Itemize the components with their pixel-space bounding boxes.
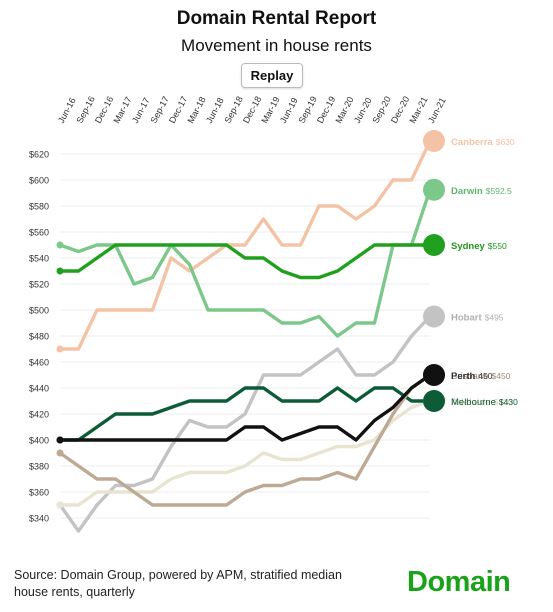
series-end-marker-hobart xyxy=(423,305,445,328)
y-tick-label: $600 xyxy=(29,176,49,186)
series-end-value: $495 xyxy=(485,313,504,323)
series-end-label-hobart: Hobart $495 xyxy=(451,313,504,324)
series-name: Canberra xyxy=(451,137,493,148)
series-name: Hobart xyxy=(451,313,482,324)
series-end-value: 450 xyxy=(478,371,492,381)
chart-title: Domain Rental Report xyxy=(176,8,377,29)
series-end-marker-perth xyxy=(423,364,445,386)
series-end-label-sydney: Sydney $550 xyxy=(451,241,507,252)
y-tick-label: $420 xyxy=(29,410,49,420)
line-chart: Jun-16Sep-16Dec-16Mar-17Jun-17Sep-17Dec-… xyxy=(29,95,518,533)
series-end-value: $550 xyxy=(488,241,507,251)
x-axis-ticks: Jun-16Sep-16Dec-16Mar-17Jun-17Sep-17Dec-… xyxy=(56,95,448,125)
series-end-marker-darwin xyxy=(423,178,445,201)
series-start-point xyxy=(56,501,64,509)
series-end-value: $430 xyxy=(494,397,513,407)
series-end-label-brisbane: Brisbane $450 xyxy=(451,371,511,382)
series-end-labels: Canberra $630 Darwin $592.5 Sydney $550 Hobart… xyxy=(451,137,518,408)
source-note: Source: Domain Group, powered by APM, st… xyxy=(14,568,342,599)
series-end-label-adelaide: Adelaide $430 xyxy=(451,397,513,408)
series-end-marker-canberra xyxy=(423,130,445,152)
series-line-hobart xyxy=(58,314,432,533)
series-end-value: $630 xyxy=(496,137,515,147)
y-tick-label: $540 xyxy=(29,254,49,264)
series-name: Adelaide xyxy=(451,397,491,408)
series-end-label-perth: Perth 450 xyxy=(451,371,493,382)
y-tick-label: $480 xyxy=(29,332,49,342)
y-tick-label: $340 xyxy=(29,514,49,524)
series-start-point xyxy=(56,241,64,249)
series-name: Perth xyxy=(451,371,475,382)
y-tick-label: $500 xyxy=(29,306,49,316)
replay-button[interactable]: Replay xyxy=(241,63,303,88)
y-tick-label: $440 xyxy=(29,384,49,394)
y-axis-ticks: $340 $360 $380 $400 $420 $440 $460 $480 $500 $520… xyxy=(29,150,49,524)
series-end-marker-sydney xyxy=(423,234,445,256)
series-end-marker-melbourne xyxy=(423,390,445,412)
y-tick-label: $460 xyxy=(29,358,49,368)
series-start-point xyxy=(56,267,64,275)
y-tick-label: $560 xyxy=(29,228,49,238)
series-line-sydney xyxy=(58,243,432,280)
series-name: Sydney xyxy=(451,241,486,252)
y-tick-label: $360 xyxy=(29,488,49,498)
series-line-canberra xyxy=(58,139,432,351)
series-end-value: $430 xyxy=(499,397,518,407)
series-name: Brisbane xyxy=(451,371,489,382)
series-name: Melbourne xyxy=(451,397,496,408)
chart-subtitle: Movement in house rents xyxy=(181,36,372,55)
series-line-perth xyxy=(58,373,432,442)
series-line-adelaide xyxy=(58,399,432,507)
chart-gridlines xyxy=(60,153,430,519)
series-line-darwin xyxy=(58,188,432,338)
series-end-label-melbourne: Melbourne $430 xyxy=(451,397,518,408)
y-tick-label: $400 xyxy=(29,436,49,446)
series-line-brisbane xyxy=(58,373,432,507)
y-tick-label: $520 xyxy=(29,280,49,290)
chart-series xyxy=(58,139,432,533)
series-end-label-darwin: Darwin $592.5 xyxy=(451,186,512,197)
y-tick-label: $380 xyxy=(29,462,49,472)
y-tick-label: $620 xyxy=(29,150,49,160)
series-start-point xyxy=(56,436,64,444)
domain-logo: Domain xyxy=(407,566,511,598)
series-line-melbourne xyxy=(58,386,432,442)
series-end-markers xyxy=(56,130,445,509)
series-end-value: $592.5 xyxy=(486,186,512,196)
y-tick-label: $580 xyxy=(29,202,49,212)
series-start-point xyxy=(56,345,64,353)
series-end-label-canberra: Canberra $630 xyxy=(451,137,515,148)
series-end-value: $450 xyxy=(492,371,511,381)
series-start-point xyxy=(56,449,64,457)
series-name: Darwin xyxy=(451,186,483,197)
